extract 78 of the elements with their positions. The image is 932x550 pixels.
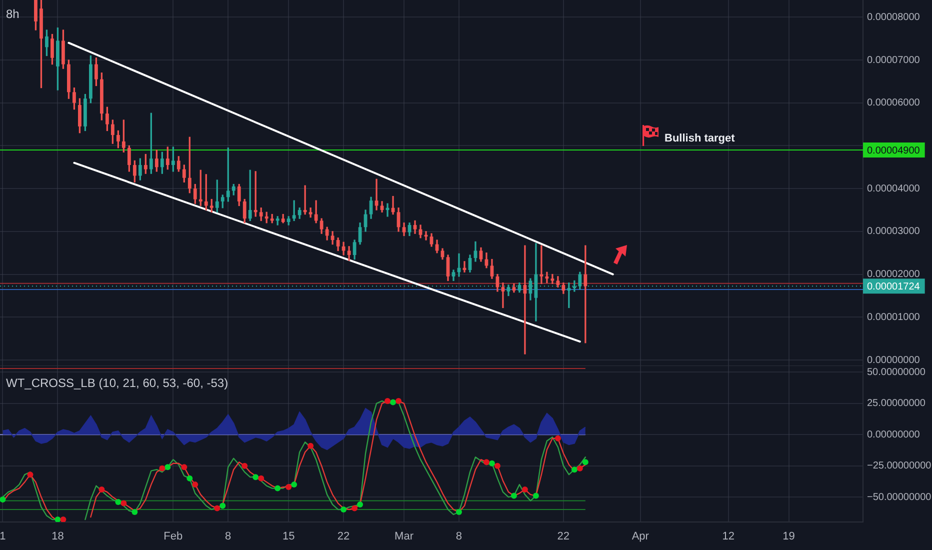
x-tick-label: 22 [337, 530, 350, 543]
point [291, 482, 298, 488]
point [308, 442, 314, 449]
point [164, 464, 171, 470]
x-tick-label: 12 [722, 530, 734, 543]
y-tick-label: 25.00000000 [867, 398, 926, 410]
y-tick-label: 0.00001000 [867, 312, 920, 323]
x-tick-label: 18 [52, 530, 64, 543]
ref-line-label: 0.00004900 [867, 145, 920, 156]
point [396, 398, 402, 404]
y-tick-label: 0.00000000 [867, 354, 920, 366]
point [186, 475, 193, 482]
point [582, 459, 588, 466]
point [274, 485, 281, 492]
point [220, 502, 226, 509]
point [522, 486, 528, 493]
point [214, 505, 220, 512]
point [181, 464, 188, 470]
y-tick-label: 0.00000000 [867, 429, 920, 440]
point [494, 462, 500, 469]
y-tick-label: 0.00002000 [867, 269, 920, 280]
x-tick-label: 1 [0, 530, 6, 543]
point [27, 472, 34, 478]
x-tick-label: 8 [456, 530, 462, 543]
y-tick-label: 50.00000000 [867, 366, 926, 378]
x-tick-label: Feb [164, 530, 183, 543]
x-tick-label: Apr [632, 530, 650, 543]
point [576, 465, 583, 472]
ref-line-label: 0.00001724 [867, 281, 920, 292]
x-tick-label: 15 [282, 530, 295, 543]
y-tick-label: 0.00008000 [867, 12, 920, 23]
point [0, 496, 6, 503]
text: WT_CROSS_LB (10, 21, 60, 53, -60, -53) [6, 376, 228, 390]
x-tick-label: 22 [557, 530, 570, 543]
point [554, 435, 561, 442]
point [120, 500, 127, 506]
candlestick [501, 282, 505, 308]
candlestick [292, 200, 296, 222]
annotation: Bullish target [664, 132, 736, 145]
y-tick-label: −50.00000000 [867, 492, 932, 503]
point [258, 475, 264, 482]
y-tick-label: 0.00007000 [867, 54, 920, 66]
point [488, 460, 495, 466]
point [357, 502, 364, 508]
point [60, 516, 66, 522]
point [571, 466, 578, 473]
y-tick-label: 0.00003000 [867, 226, 920, 238]
x-tick-label: Mar [394, 530, 414, 543]
point [159, 465, 166, 472]
point [192, 482, 198, 488]
y-tick-label: −25.00000000 [867, 460, 932, 472]
y-tick-label: 0.00004000 [867, 183, 920, 194]
y-tick-label: 0.00006000 [867, 98, 920, 109]
point [252, 474, 259, 480]
candlestick [303, 185, 307, 215]
point [242, 462, 248, 469]
point [340, 506, 347, 513]
x-tick-label: 19 [782, 530, 795, 543]
point [532, 492, 539, 499]
point [456, 509, 462, 516]
text: 8h [6, 7, 20, 21]
point [132, 509, 138, 516]
point [390, 399, 396, 406]
candlestick [540, 245, 544, 284]
x-tick-label: 8 [225, 530, 232, 543]
candlestick [523, 245, 527, 354]
point [510, 492, 517, 499]
candlestick [545, 272, 549, 284]
point [384, 398, 391, 404]
point [115, 499, 122, 506]
point [483, 459, 490, 466]
candlestick [567, 282, 571, 308]
candlestick [550, 274, 554, 284]
point [286, 484, 292, 490]
point [54, 516, 61, 522]
point [98, 486, 105, 493]
point [352, 505, 358, 512]
candlestick [308, 208, 312, 218]
